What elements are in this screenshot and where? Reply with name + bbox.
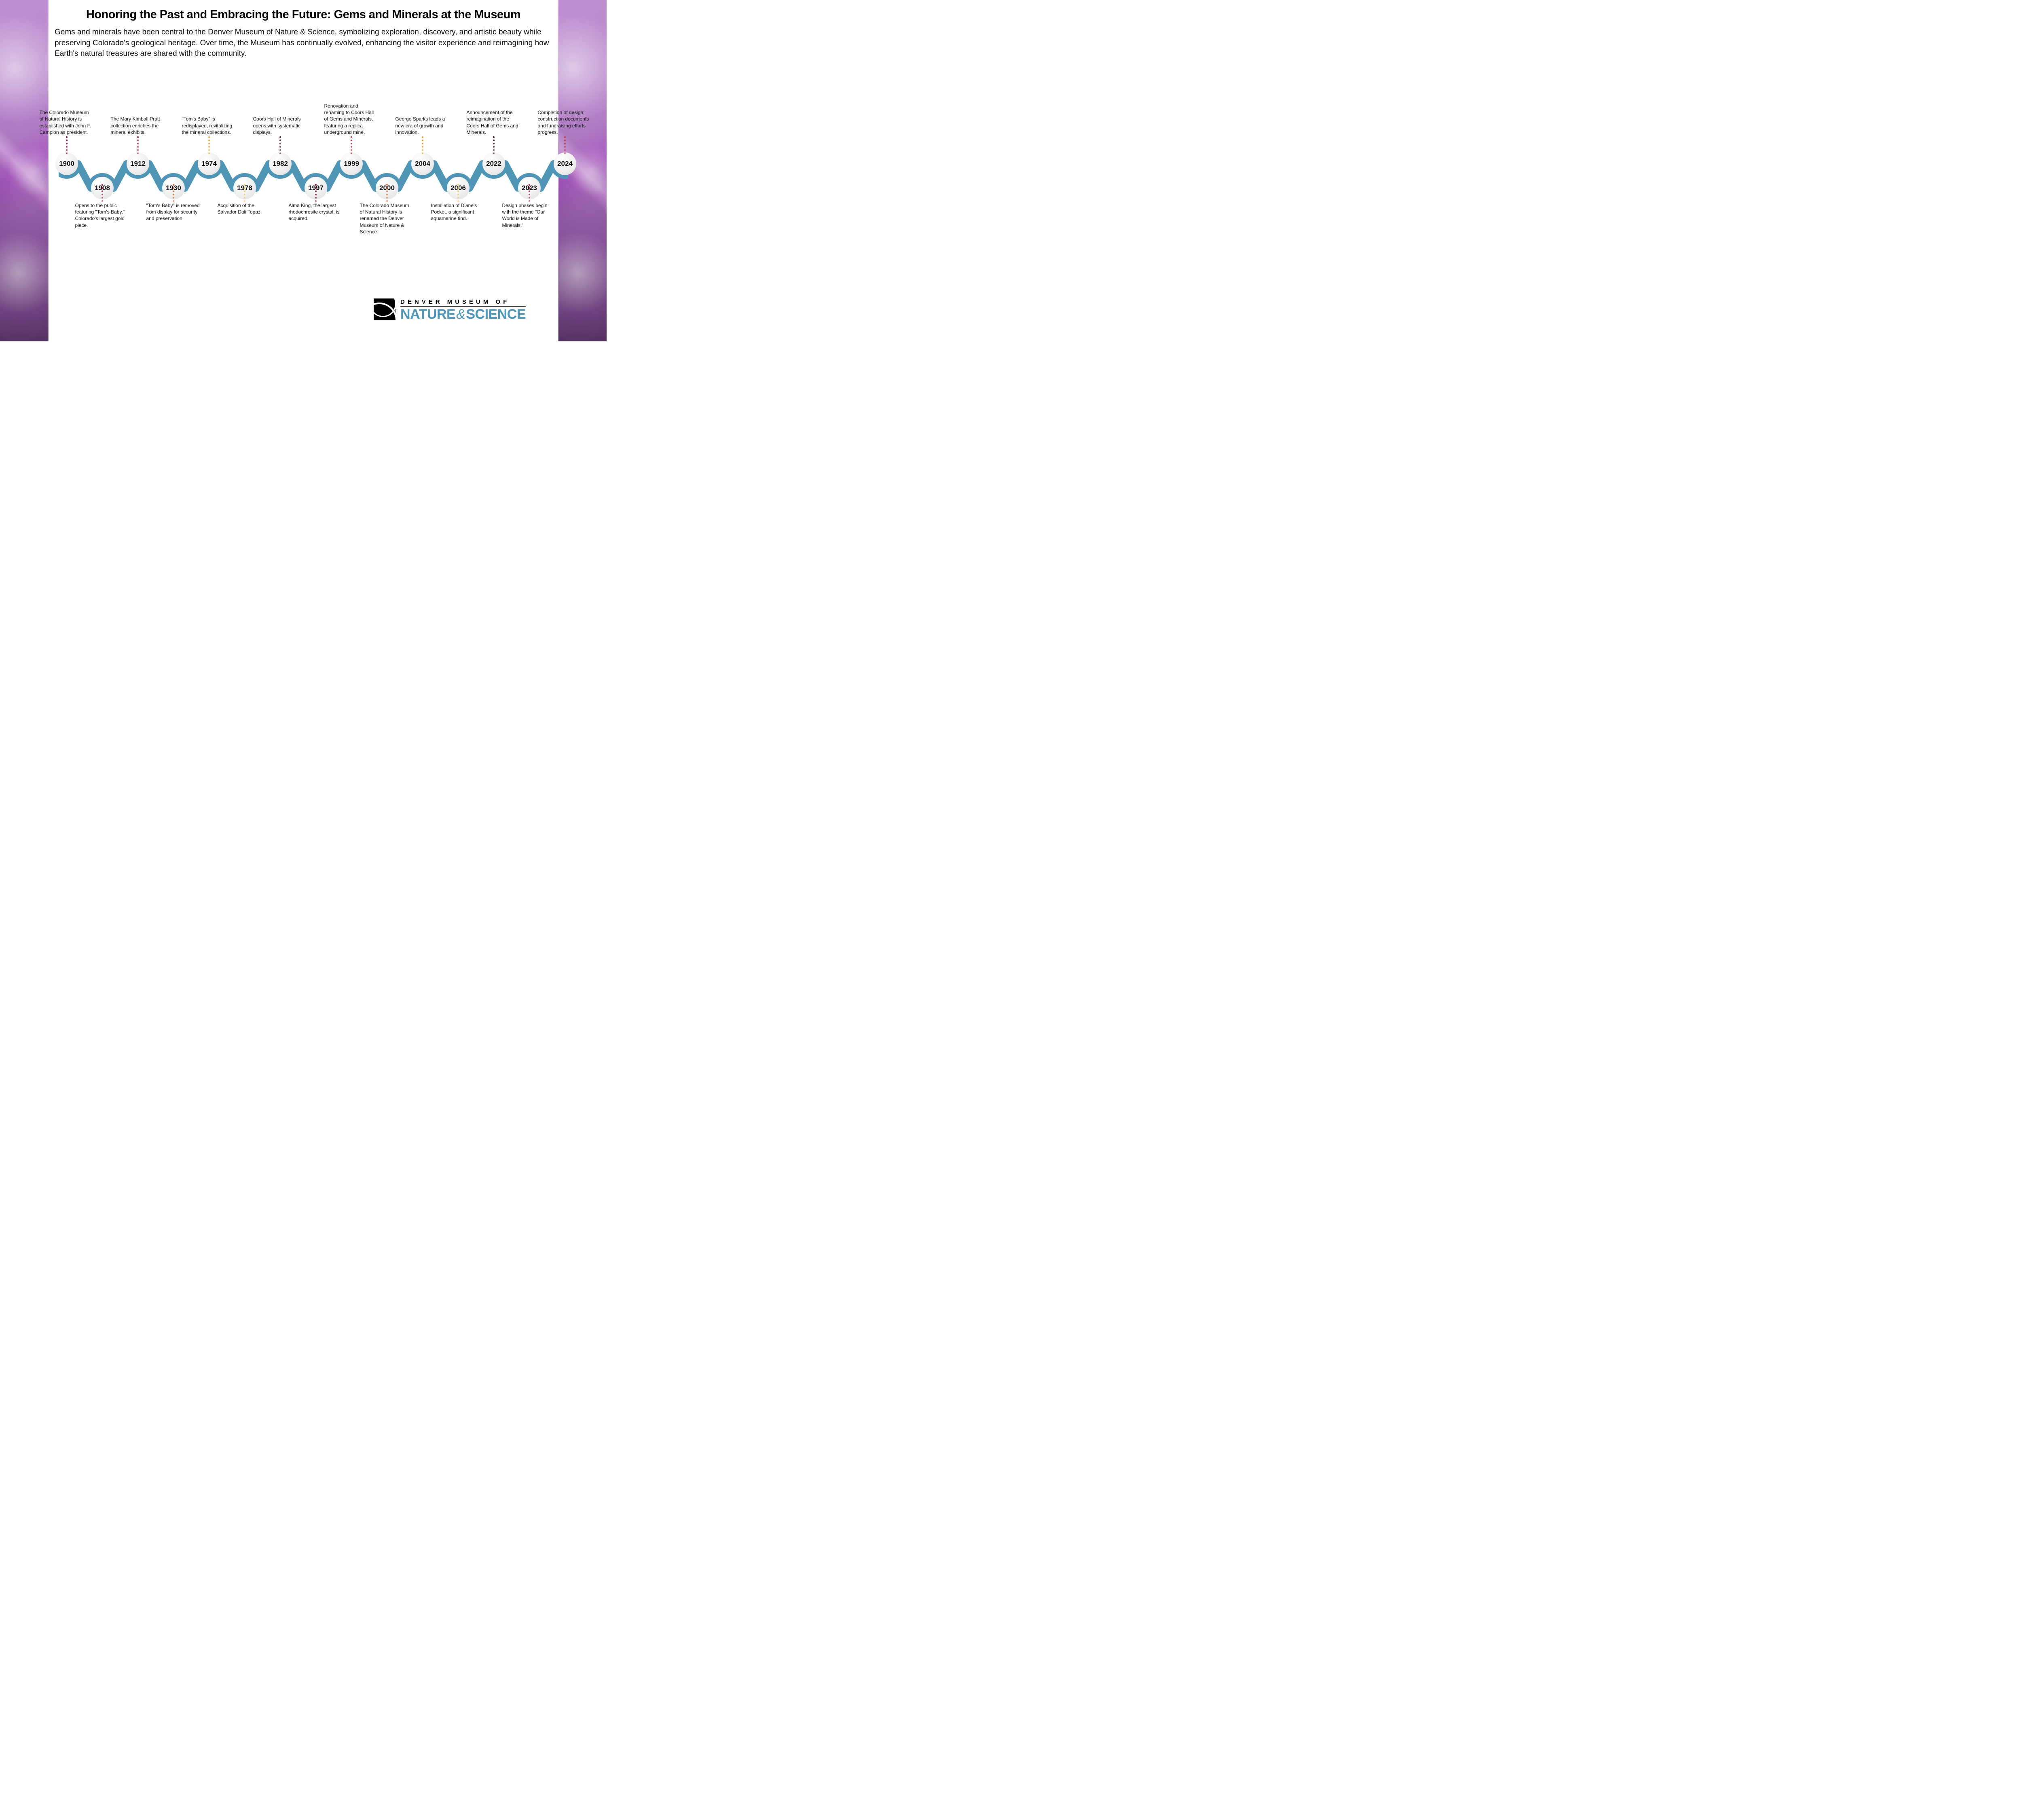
timeline-node-1900: 1900 — [55, 152, 78, 175]
leader-dots — [457, 184, 460, 202]
timeline-desc-1997: Alma King, the largest rhodochrosite cry… — [289, 202, 343, 222]
leader-dots — [136, 136, 140, 154]
leader-dots — [350, 136, 353, 154]
timeline-node-1912: 1912 — [127, 152, 149, 175]
leader-dots — [207, 136, 211, 154]
timeline-desc-1978: Acquisition of the Salvador Dali Topaz. — [218, 202, 272, 215]
timeline-desc-1900: The Colorado Museum of Natural History i… — [40, 109, 94, 135]
timeline: 1900The Colorado Museum of Natural Histo… — [59, 91, 566, 253]
timeline-desc-2023: Design phases begin with the theme "Our … — [502, 202, 557, 229]
leader-dots — [314, 184, 317, 202]
amethyst-left-band — [0, 0, 49, 341]
leader-dots — [243, 184, 246, 202]
timeline-node-1999: 1999 — [340, 152, 363, 175]
leader-dots — [528, 184, 531, 202]
logo-ampersand: & — [455, 307, 466, 322]
timeline-node-1982: 1982 — [269, 152, 292, 175]
timeline-desc-1974: "Tom's Baby" is redisplayed, revitalizin… — [182, 116, 237, 135]
timeline-desc-1930: "Tom's Baby" is removed from display for… — [146, 202, 201, 222]
intro-paragraph: Gems and minerals have been central to t… — [55, 27, 552, 59]
timeline-desc-2006: Installation of Diane's Pocket, a signif… — [431, 202, 486, 222]
timeline-desc-1912: The Mary Kimball Pratt collection enrich… — [111, 116, 165, 135]
leader-dots — [101, 184, 104, 202]
logo-text: DENVER MUSEUM OF NATURE&SCIENCE — [400, 298, 526, 321]
leader-dots — [172, 184, 175, 202]
timeline-node-2024: 2024 — [554, 152, 576, 175]
timeline-desc-2000: The Colorado Museum of Natural History i… — [360, 202, 415, 235]
leader-dots — [492, 136, 495, 154]
content-area: Honoring the Past and Embracing the Futu… — [55, 8, 552, 63]
timeline-desc-1999: Renovation and renaming to Coors Hall of… — [324, 103, 379, 135]
logo-line2: NATURE&SCIENCE — [400, 307, 526, 321]
leader-dots — [385, 184, 389, 202]
leader-dots — [65, 136, 68, 154]
timeline-desc-1982: Coors Hall of Minerals opens with system… — [253, 116, 308, 135]
logo-line1: DENVER MUSEUM OF — [400, 298, 526, 307]
logo-science: SCIENCE — [466, 307, 526, 322]
leader-dots — [279, 136, 282, 154]
timeline-node-2004: 2004 — [411, 152, 434, 175]
logo-nature: NATURE — [400, 307, 455, 322]
timeline-desc-2004: George Sparks leads a new era of growth … — [396, 116, 450, 135]
timeline-node-1974: 1974 — [198, 152, 220, 175]
timeline-desc-2022: Announcement of the reimagination of the… — [467, 109, 521, 135]
logo-mark-icon — [374, 298, 396, 320]
page-title: Honoring the Past and Embracing the Futu… — [55, 8, 552, 21]
leader-dots — [421, 136, 424, 154]
museum-logo: DENVER MUSEUM OF NATURE&SCIENCE — [374, 298, 526, 321]
timeline-desc-2024: Completion of design; construction docum… — [538, 109, 592, 135]
timeline-desc-1908: Opens to the public featuring "Tom's Bab… — [75, 202, 130, 229]
timeline-node-2022: 2022 — [482, 152, 505, 175]
leader-dots — [563, 136, 567, 154]
